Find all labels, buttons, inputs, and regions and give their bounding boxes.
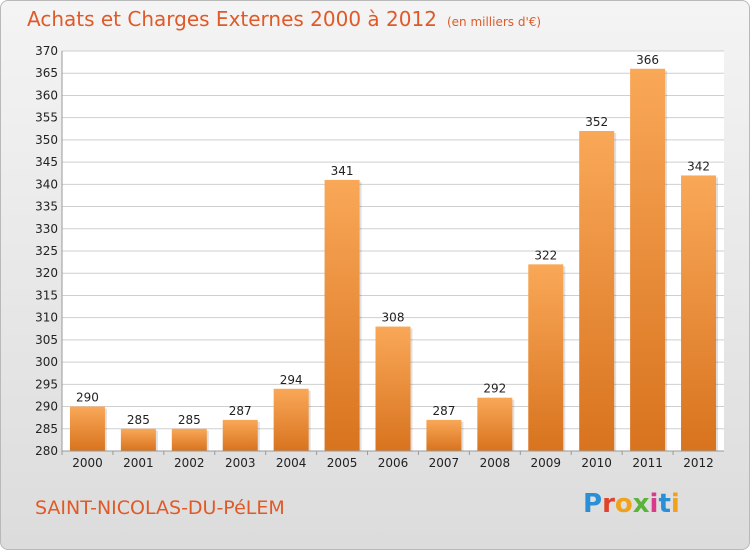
title-text: Achats et Charges Externes 2000 à 2012 [27,7,437,31]
bar-2005 [324,179,360,451]
x-tick-label: 2011 [632,456,663,470]
bar-2008 [477,397,513,451]
bar-2010 [579,131,615,451]
y-tick-label: 330 [35,222,58,236]
data-label: 292 [483,382,506,396]
y-tick-label: 340 [35,177,58,191]
logo-letter: i [649,489,659,519]
bar-2007 [426,419,462,451]
x-tick-label: 2008 [480,456,511,470]
y-tick-label: 350 [35,133,58,147]
x-tick-label: 2003 [225,456,256,470]
y-tick-label: 315 [35,288,58,302]
data-label: 285 [127,413,150,427]
proxiti-logo: Proxiti [583,489,680,519]
bar-2012 [681,175,717,451]
data-label: 322 [534,248,557,262]
y-tick-label: 285 [35,422,58,436]
x-tick-label: 2000 [72,456,103,470]
x-tick-label: 2005 [327,456,358,470]
data-label: 342 [687,159,710,173]
bar-2004 [273,388,309,451]
data-label: 366 [636,53,659,67]
data-label: 308 [382,311,405,325]
x-tick-label: 2001 [123,456,154,470]
data-label: 352 [585,115,608,129]
y-tick-label: 355 [35,111,58,125]
y-tick-label: 370 [35,44,58,58]
chart-title: Achats et Charges Externes 2000 à 2012 (e… [27,7,541,31]
y-tick-label: 335 [35,200,58,214]
x-tick-label: 2002 [174,456,205,470]
logo-letter: r [602,489,615,519]
data-label: 285 [178,413,201,427]
town-name: SAINT-NICOLAS-DU-PéLEM [35,497,285,519]
y-tick-label: 295 [35,377,58,391]
x-tick-label: 2004 [276,456,307,470]
x-tick-label: 2012 [683,456,714,470]
y-tick-label: 290 [35,400,58,414]
y-tick-label: 360 [35,88,58,102]
x-tick-label: 2007 [429,456,460,470]
y-tick-label: 320 [35,266,58,280]
x-tick-label: 2010 [581,456,612,470]
bar-2006 [375,326,411,451]
x-tick-label: 2009 [530,456,561,470]
y-tick-label: 280 [35,444,58,458]
bar-2009 [528,264,564,451]
x-tick-label: 2006 [378,456,409,470]
data-label: 290 [76,391,99,405]
y-tick-label: 310 [35,311,58,325]
bar-2011 [630,68,666,452]
data-label: 287 [229,404,252,418]
y-tick-label: 365 [35,66,58,80]
bar-2000 [69,406,105,451]
bar-2001 [120,428,156,451]
y-tick-label: 300 [35,355,58,369]
logo-letter: P [583,489,603,519]
y-tick-label: 345 [35,155,58,169]
logo-letter: x [632,489,650,519]
data-label: 341 [331,164,354,178]
y-tick-label: 305 [35,333,58,347]
logo-letter: i [670,489,680,519]
data-label: 294 [280,373,303,387]
bar-2002 [171,428,207,451]
y-tick-label: 325 [35,244,58,258]
logo-letter: t [658,489,671,519]
title-unit: (en milliers d'€) [446,15,542,29]
logo-letter: o [614,489,633,519]
data-label: 287 [432,404,455,418]
bar-2003 [222,419,258,451]
